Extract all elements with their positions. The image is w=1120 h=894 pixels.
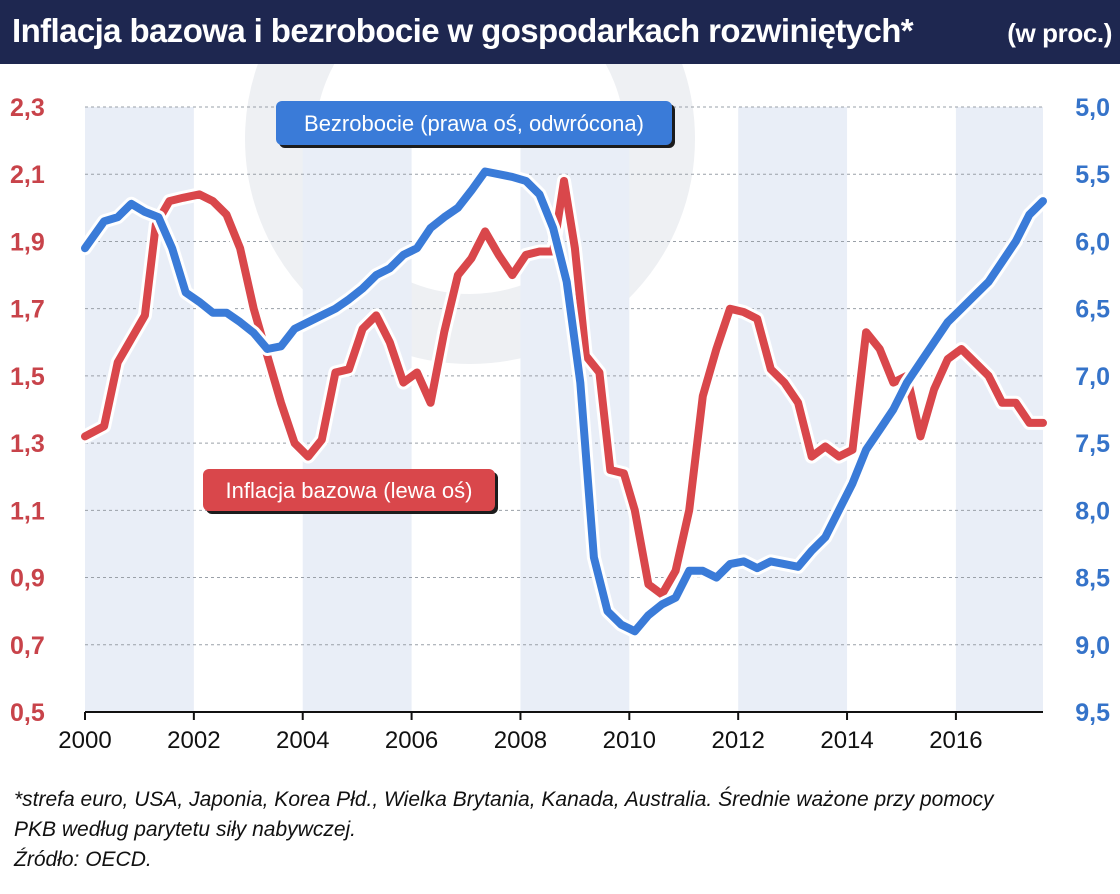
left-axis-tick-label: 0,7 xyxy=(10,632,45,660)
left-axis-tick-label: 1,3 xyxy=(10,430,45,458)
year-band xyxy=(302,107,412,712)
series-lines xyxy=(78,164,1050,639)
right-axis-tick-label: 9,0 xyxy=(1075,632,1110,660)
left-axis-tick-label: 0,5 xyxy=(10,699,45,727)
right-axis-tick-label: 6,5 xyxy=(1075,296,1110,324)
left-axis-tick-label: 1,7 xyxy=(10,296,45,324)
x-axis-tick-label: 2014 xyxy=(820,727,873,754)
inflation-line xyxy=(81,176,1047,599)
right-axis-tick-label: 8,5 xyxy=(1075,565,1110,593)
unemployment-label-box xyxy=(276,101,672,145)
left-axis-tick-label: 0,9 xyxy=(10,565,45,593)
source-note: Źródło: OECD. xyxy=(14,848,152,871)
x-axis-tick-label: 2008 xyxy=(494,727,547,754)
right-axis-tick-label: 9,5 xyxy=(1075,699,1110,727)
left-axis-tick-label: 1,9 xyxy=(10,228,45,256)
unemployment-label: Bezrobocie (prawa oś, odwrócona) xyxy=(304,111,644,136)
left-axis-tick-label: 1,1 xyxy=(10,497,45,525)
axes: 2,3 2,1 1,9 1,7 1,5 1,3 1,1 0,9 0,7 0,5 5,0 5,5 6,0 6… xyxy=(10,94,1110,754)
unemployment-line xyxy=(81,167,1047,636)
left-axis-tick-label: 2,1 xyxy=(10,161,45,189)
left-axis-tick-label: 1,5 xyxy=(10,363,45,391)
inflation-label: Inflacja bazowa (lewa oś) xyxy=(225,478,472,503)
footnote-line-2: PKB według parytetu siły nabywczej. xyxy=(14,818,356,841)
x-axis-tick-label: 2002 xyxy=(167,727,220,754)
x-axis-tick-label: 2016 xyxy=(929,727,982,754)
inflation-label-box xyxy=(203,469,495,511)
right-axis-tick-label: 8,0 xyxy=(1075,497,1110,525)
left-axis-tick-label: 2,3 xyxy=(10,94,45,122)
chart-subtitle: (w proc.) xyxy=(1007,18,1112,48)
right-axis-tick-label: 7,5 xyxy=(1075,430,1110,458)
right-axis-tick-label: 5,0 xyxy=(1075,94,1110,122)
x-axis-tick-label: 2004 xyxy=(276,727,329,754)
year-band xyxy=(955,107,1043,712)
x-axis-tick-label: 2012 xyxy=(711,727,764,754)
x-axis-tick-label: 2000 xyxy=(58,727,111,754)
right-axis-tick-label: 6,0 xyxy=(1075,228,1110,256)
series-labels: Bezrobocie (prawa oś, odwrócona) Inflacja… xyxy=(203,101,675,514)
title-bar: Inflacja bazowa i bezrobocie w gospodark… xyxy=(0,0,1120,64)
right-axis-tick-label: 7,0 xyxy=(1075,363,1110,391)
right-axis-tick-label: 5,5 xyxy=(1075,161,1110,189)
chart-title: Inflacja bazowa i bezrobocie w gospodark… xyxy=(12,12,914,49)
x-axis-tick-label: 2006 xyxy=(385,727,438,754)
chart-area: 2,3 2,1 1,9 1,7 1,5 1,3 1,1 0,9 0,7 0,5 5,0 5,5 6,0 6… xyxy=(10,64,1110,754)
footnote-line-1: *strefa euro, USA, Japonia, Korea Płd., … xyxy=(14,788,994,811)
x-axis-tick-label: 2010 xyxy=(603,727,656,754)
